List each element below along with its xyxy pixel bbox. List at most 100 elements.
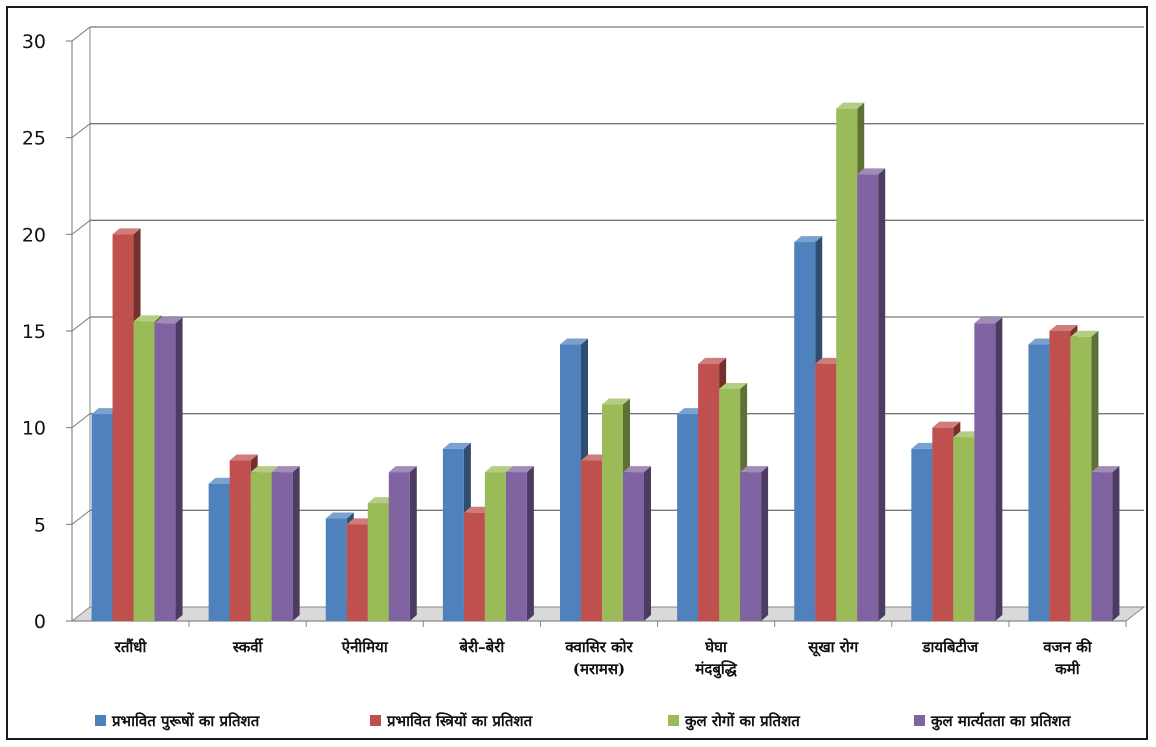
bar-top [836, 102, 865, 109]
bar-front [836, 108, 858, 621]
legend: प्रभावित पुरूषों का प्रतिशत प्रभावित स्त्… [95, 712, 1072, 731]
bar-top [719, 383, 748, 389]
bar-front [974, 323, 996, 621]
legend-label: कुल मार्त्यतता का प्रतिशत [930, 712, 1072, 731]
bar-front [719, 389, 741, 621]
bar-front [581, 460, 602, 621]
bar-front [325, 518, 347, 621]
legend-item: प्रभावित पुरूषों का प्रतिशत [95, 712, 261, 731]
bar-front [815, 363, 837, 621]
bar-side [175, 317, 183, 621]
bar-side [761, 466, 769, 621]
x-axis-labels: रतौंधी स्कर्वी ऐनीमिया बेरी–बेरी क्वासिर कोर… [114, 638, 1093, 679]
bar-top [442, 442, 471, 449]
bar-front [560, 344, 581, 621]
legend-item: कुल रोगों का प्रतिशत [668, 712, 801, 731]
bar-front [367, 503, 389, 621]
category-label: रतौंधी [114, 638, 148, 656]
bar-top [325, 512, 354, 519]
bars [91, 102, 1120, 622]
bar-top [623, 466, 651, 473]
y-tick-label: 30 [22, 31, 46, 53]
bar-front [133, 321, 155, 621]
legend-item: कुल मार्त्यतता का प्रतिशत [914, 712, 1072, 731]
bar-front [623, 472, 644, 621]
bar-front [346, 524, 368, 621]
legend-label: प्रभावित स्त्रियों का प्रतिशत [386, 712, 534, 730]
bar-side [1112, 466, 1120, 621]
legend-swatch [914, 715, 925, 726]
bar-side [878, 168, 886, 621]
category-label: सूखा रोग [807, 638, 859, 657]
category-label: ऐनीमिया [341, 638, 389, 656]
bar-front [388, 472, 410, 621]
bar-side [644, 466, 651, 621]
bar-top [974, 317, 1003, 324]
y-tick-label: 0 [34, 611, 46, 633]
bar-front [794, 242, 816, 622]
bar-top [698, 357, 727, 364]
legend-swatch [95, 715, 106, 726]
bar-front [505, 472, 527, 621]
bar-side [409, 466, 417, 621]
bar-top [560, 338, 588, 345]
bar-top [1070, 330, 1099, 337]
bar-side [526, 466, 534, 621]
bar-front [271, 472, 293, 621]
category-label: कमी [1054, 660, 1080, 678]
gridline-diagonal [71, 123, 91, 139]
bar-top [154, 317, 183, 324]
y-tick-label: 5 [34, 514, 46, 536]
bar-front [463, 512, 485, 621]
bar-side [995, 317, 1003, 621]
bar-top [484, 466, 513, 473]
bar [857, 168, 886, 621]
bar-top [229, 454, 258, 461]
category-label: डायबिटीज [922, 638, 980, 656]
category-label: मंदबुद्धि [694, 660, 737, 679]
bar-front [1070, 336, 1092, 621]
bar-front [229, 460, 251, 621]
bar-top [932, 421, 961, 428]
bar [505, 466, 534, 621]
bar-top [112, 228, 141, 235]
y-tick-label: 25 [22, 128, 46, 150]
bar-top [740, 466, 769, 473]
bar-top [602, 398, 630, 405]
category-label: वजन की [1042, 638, 1093, 656]
gridline-diagonal [71, 26, 91, 42]
bar-front [677, 414, 699, 621]
category-label: (मरामस) [573, 660, 625, 678]
gridline-diagonal [71, 509, 91, 525]
gridline-diagonal [71, 219, 91, 235]
bar-top [857, 168, 886, 175]
bar-front [1091, 472, 1113, 621]
bar [740, 466, 769, 621]
category-label: क्वासिर कोर [564, 638, 633, 656]
bar-top [1091, 466, 1120, 473]
bar [154, 317, 183, 621]
legend-label: प्रभावित पुरूषों का प्रतिशत [111, 712, 261, 731]
category-label: बेरी–बेरी [459, 638, 506, 656]
bar [271, 466, 300, 621]
bar-front [250, 472, 272, 621]
bar-front [442, 448, 464, 621]
bar-top [133, 315, 162, 322]
y-tick-label: 15 [22, 321, 46, 343]
category-label: स्कर्वी [232, 638, 264, 656]
bar-front [932, 427, 954, 621]
gridline-diagonal [71, 413, 91, 429]
legend-label: कुल रोगों का प्रतिशत [684, 712, 801, 731]
y-tick-label: 10 [22, 418, 46, 440]
bar [1091, 466, 1120, 621]
bar [388, 466, 417, 621]
bar-front [953, 437, 975, 621]
bar-front [154, 323, 176, 621]
bar-top [388, 466, 417, 473]
bar-top [505, 466, 534, 473]
bar-front [602, 404, 623, 621]
gridline-diagonal [71, 316, 91, 332]
legend-swatch [370, 715, 381, 726]
bar [623, 466, 651, 621]
